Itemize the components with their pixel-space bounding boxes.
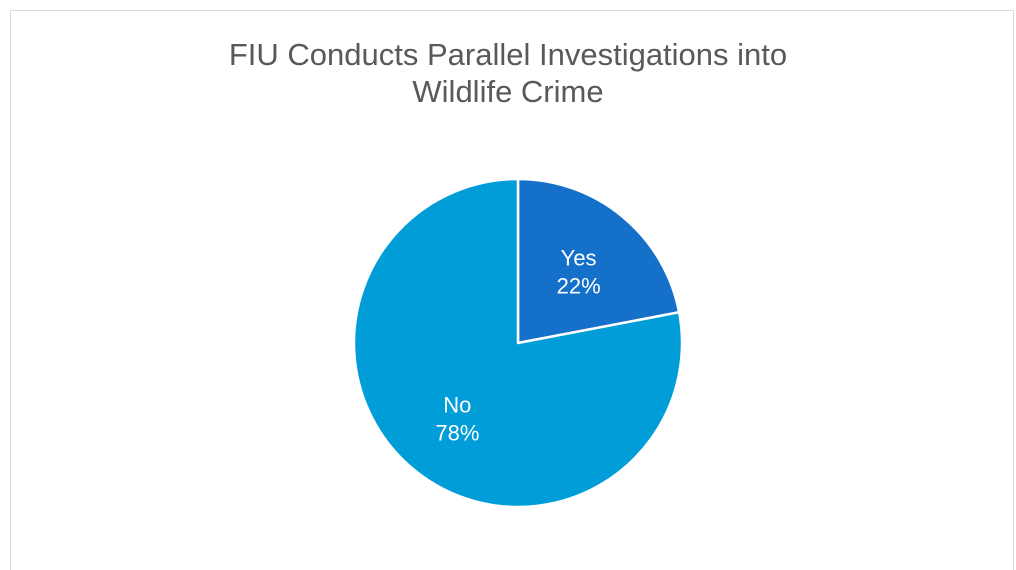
- pie-slice-no: [352, 177, 684, 509]
- pie-labels: Yes 22% No 78%: [435, 246, 600, 446]
- chart-title-line-1: FIU Conducts Parallel Investigations int…: [228, 37, 788, 72]
- chart-title: FIU Conducts Parallel Investigations int…: [0, 36, 1016, 110]
- slice-label-value-yes: 22%: [557, 274, 601, 299]
- slice-label-value-no: 78%: [435, 420, 479, 445]
- pie-slice-yes: [516, 177, 681, 345]
- pie-slices: [352, 177, 684, 509]
- slice-label-name-yes: Yes: [561, 246, 597, 271]
- slice-label-name-no: No: [443, 392, 471, 417]
- chart-title-line-2: Wildlife Crime: [412, 74, 604, 109]
